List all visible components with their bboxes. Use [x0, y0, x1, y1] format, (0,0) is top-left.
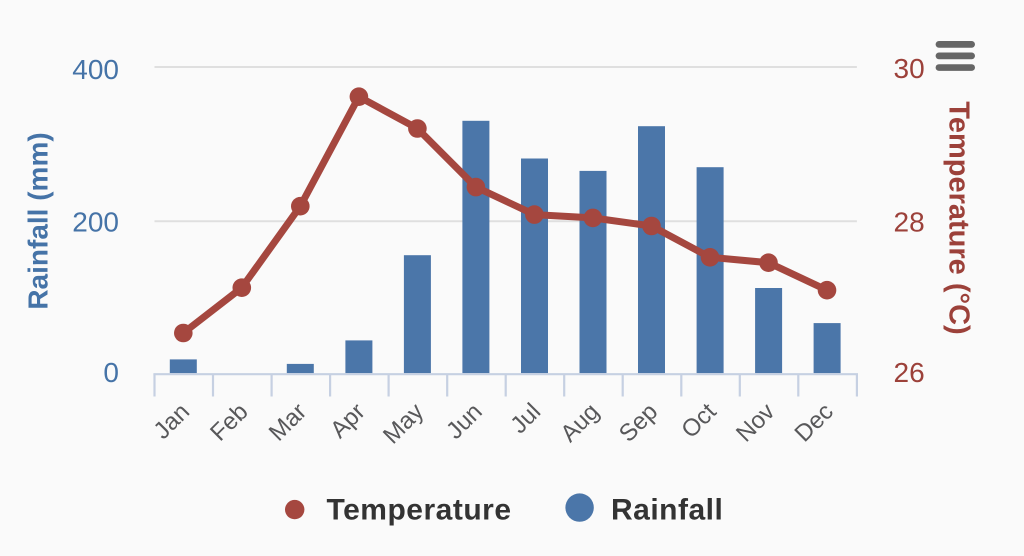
svg-text:26: 26: [894, 357, 925, 388]
svg-text:Temperature: Temperature: [327, 494, 512, 527]
svg-text:30: 30: [894, 53, 925, 84]
svg-text:400: 400: [72, 54, 119, 85]
svg-text:Rainfall: Rainfall: [611, 494, 723, 527]
svg-text:Temperature (°C): Temperature (°C): [943, 101, 975, 334]
svg-text:200: 200: [72, 207, 119, 238]
svg-text:28: 28: [894, 207, 925, 238]
svg-text:Rainfall (mm): Rainfall (mm): [23, 132, 54, 309]
svg-text:0: 0: [103, 357, 119, 388]
